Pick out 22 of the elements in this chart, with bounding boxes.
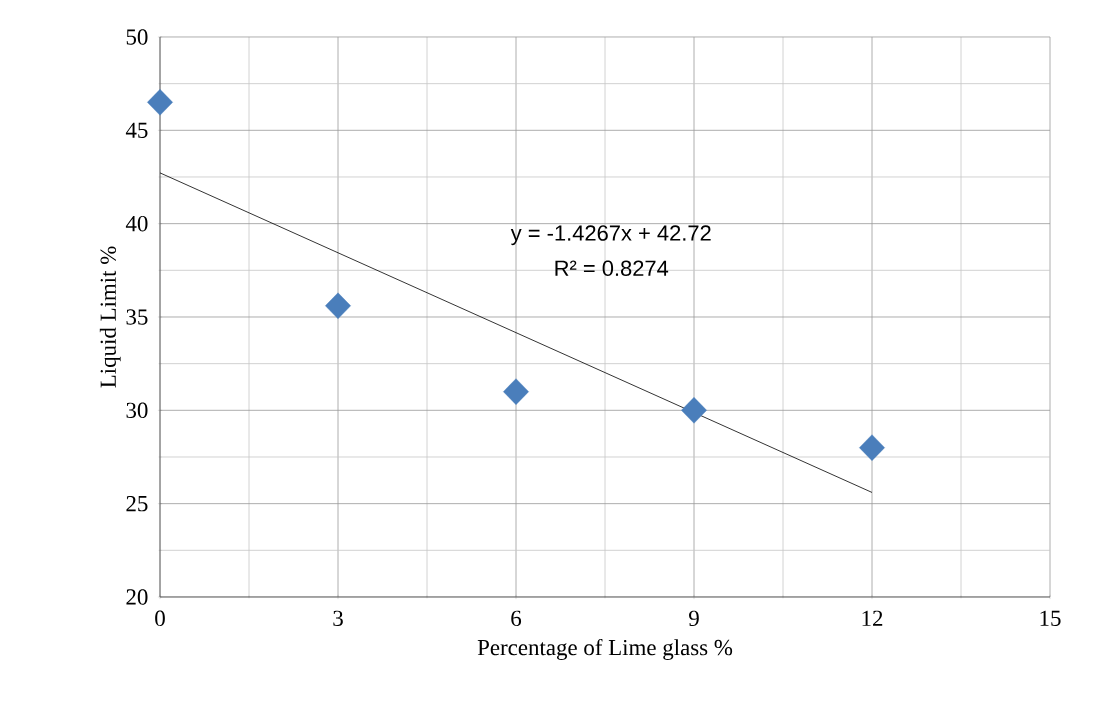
y-tick-label: 45 [125, 122, 148, 138]
annotation: y = -1.4267x + 42.72 [510, 225, 711, 246]
x-tick-label: 6 [511, 610, 522, 627]
y-tick-label: 20 [126, 589, 148, 605]
point [859, 434, 885, 461]
x-axis-title: Percentage of Lime glass % [477, 638, 733, 661]
x-tick-label: 15 [1040, 610, 1061, 626]
y-tick-label: 30 [126, 402, 148, 419]
y-tick-label: 35 [126, 309, 148, 325]
y-tick-label: 50 [126, 29, 148, 45]
x-tick-label: 0 [155, 610, 165, 627]
point [503, 378, 529, 405]
point [325, 292, 351, 319]
x-tick-label: 3 [333, 610, 343, 627]
point [147, 89, 173, 116]
annotation: R² = 0.8274 [555, 260, 669, 277]
y-tick-label: 40 [125, 215, 148, 232]
point [681, 397, 707, 424]
y-axis-title: Liquid Limit % [99, 246, 121, 388]
x-tick-label: 9 [689, 610, 699, 627]
x-tick-label: 12 [862, 610, 883, 626]
y-tick-label: 25 [126, 495, 148, 512]
